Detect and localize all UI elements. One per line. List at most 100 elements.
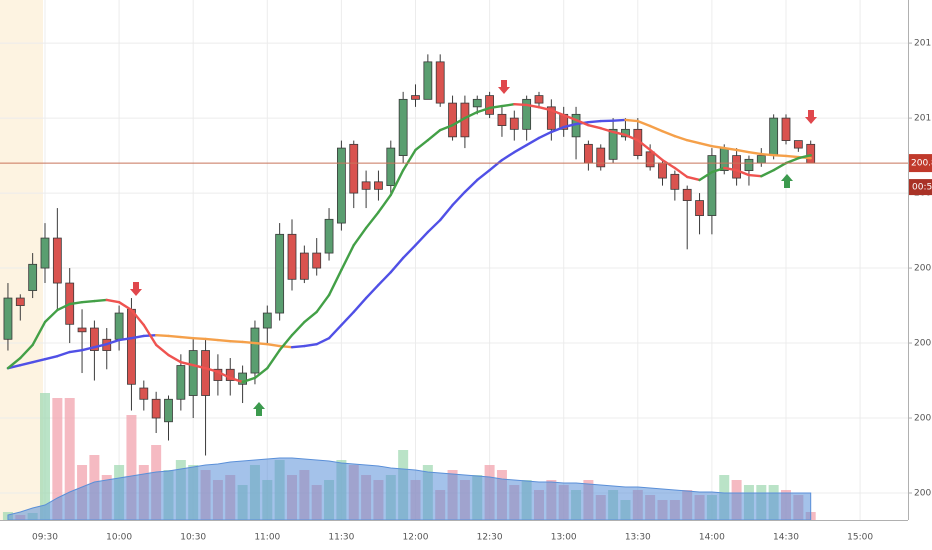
moving-average-segment [68,348,84,354]
moving-average-segment [105,298,121,304]
moving-average-segment [31,320,47,347]
moving-average-segment [611,118,627,122]
candle-body [164,398,173,423]
moving-average-segment [253,366,269,380]
sell-arrow [130,282,142,296]
moving-average-segment [130,308,146,327]
buy-arrow [781,174,793,188]
x-tick-label: 14:30 [773,533,799,543]
moving-average-segment [179,360,195,367]
x-tick-label: 10:30 [180,533,206,543]
moving-average-segment [303,342,318,348]
moving-average-segment [439,124,454,132]
candle-body [423,61,433,100]
moving-average-segment [278,333,294,352]
moving-average-segment [401,148,417,172]
moving-average-segment [760,152,775,157]
x-tick-label: 12:00 [403,533,429,543]
moving-average-segment [154,343,170,357]
candle-body [40,237,50,269]
candle-body [114,312,124,340]
y-tick-label: 200.00 [914,489,932,499]
moving-average-segment [476,106,491,114]
moving-average-segment [772,154,788,158]
sell-arrow [805,110,817,124]
moving-average-segment [117,300,133,312]
y-tick-label: 201.00 [914,114,932,124]
moving-average-segment [315,293,331,314]
candle-body [411,95,420,100]
x-tick-label: 11:00 [254,533,280,543]
moving-average-segment [327,268,343,297]
moving-average-segment [500,103,516,108]
moving-average-segment [562,122,578,129]
candle-body [472,98,482,108]
moving-average-segment [463,110,479,120]
volume-bar [52,398,63,520]
moving-average-segment [537,106,553,112]
moving-average-segment [710,145,726,150]
volume-bar [40,393,50,520]
moving-average-segment [105,338,121,346]
candle-body [781,117,791,141]
moving-average-segment [56,302,71,312]
moving-average-segment [735,148,751,154]
moving-average-segment [93,298,108,303]
moving-average-segment [784,157,800,165]
moving-average-segment [19,360,34,367]
moving-average-segment [537,130,553,140]
candle-body [374,181,383,190]
moving-average-segment [167,353,183,364]
moving-average-segment [550,109,565,117]
moving-average-segment [439,203,454,222]
moving-average-segment [191,336,207,341]
candle-body [312,252,322,269]
candle-body [151,398,161,419]
candle-body [732,155,741,179]
moving-average-segment [142,323,158,347]
x-tick-label: 10:00 [106,533,132,543]
candle-body [299,252,309,280]
moving-average-segment [723,166,738,172]
candle-body [324,218,334,254]
moving-average-segment [19,343,34,360]
moving-average-segment [93,342,108,349]
candle-body [806,143,816,164]
moving-average-segment [414,139,430,152]
countdown-box [909,179,932,196]
moving-average-segment [216,338,232,343]
moving-average-segment [290,344,306,349]
candle-body [682,188,692,201]
moving-average-segment [340,310,355,327]
moving-average-segment [599,127,615,134]
candle-body [584,143,593,164]
moving-average-segment [80,345,96,352]
candle-body [448,102,457,138]
moving-average-segment [414,230,430,247]
moving-average-segment [525,136,541,147]
x-tick-label: 11:30 [328,533,354,543]
moving-average-segment [179,335,195,340]
candle-body [522,98,532,130]
moving-average-segment [686,139,701,145]
candle-body [287,233,297,280]
x-tick-label: 14:00 [699,533,725,543]
moving-average-segment [253,341,269,346]
volume-bar [126,415,137,520]
countdown-label: 00:50 [912,183,932,193]
candle-body [15,297,25,306]
moving-average-segment [723,146,738,152]
moving-average-segment [636,119,652,128]
candle-body [645,151,655,168]
moving-average-segment [513,103,528,107]
moving-average-segment [229,376,244,384]
candle-body [176,365,186,400]
moving-average-segment [352,296,368,314]
moving-average-segment [636,139,652,152]
moving-average-segment [364,210,380,230]
moving-average-segment [574,118,590,127]
candle-body [52,237,62,284]
moving-average-segment [747,151,763,156]
candle-body [769,117,779,156]
